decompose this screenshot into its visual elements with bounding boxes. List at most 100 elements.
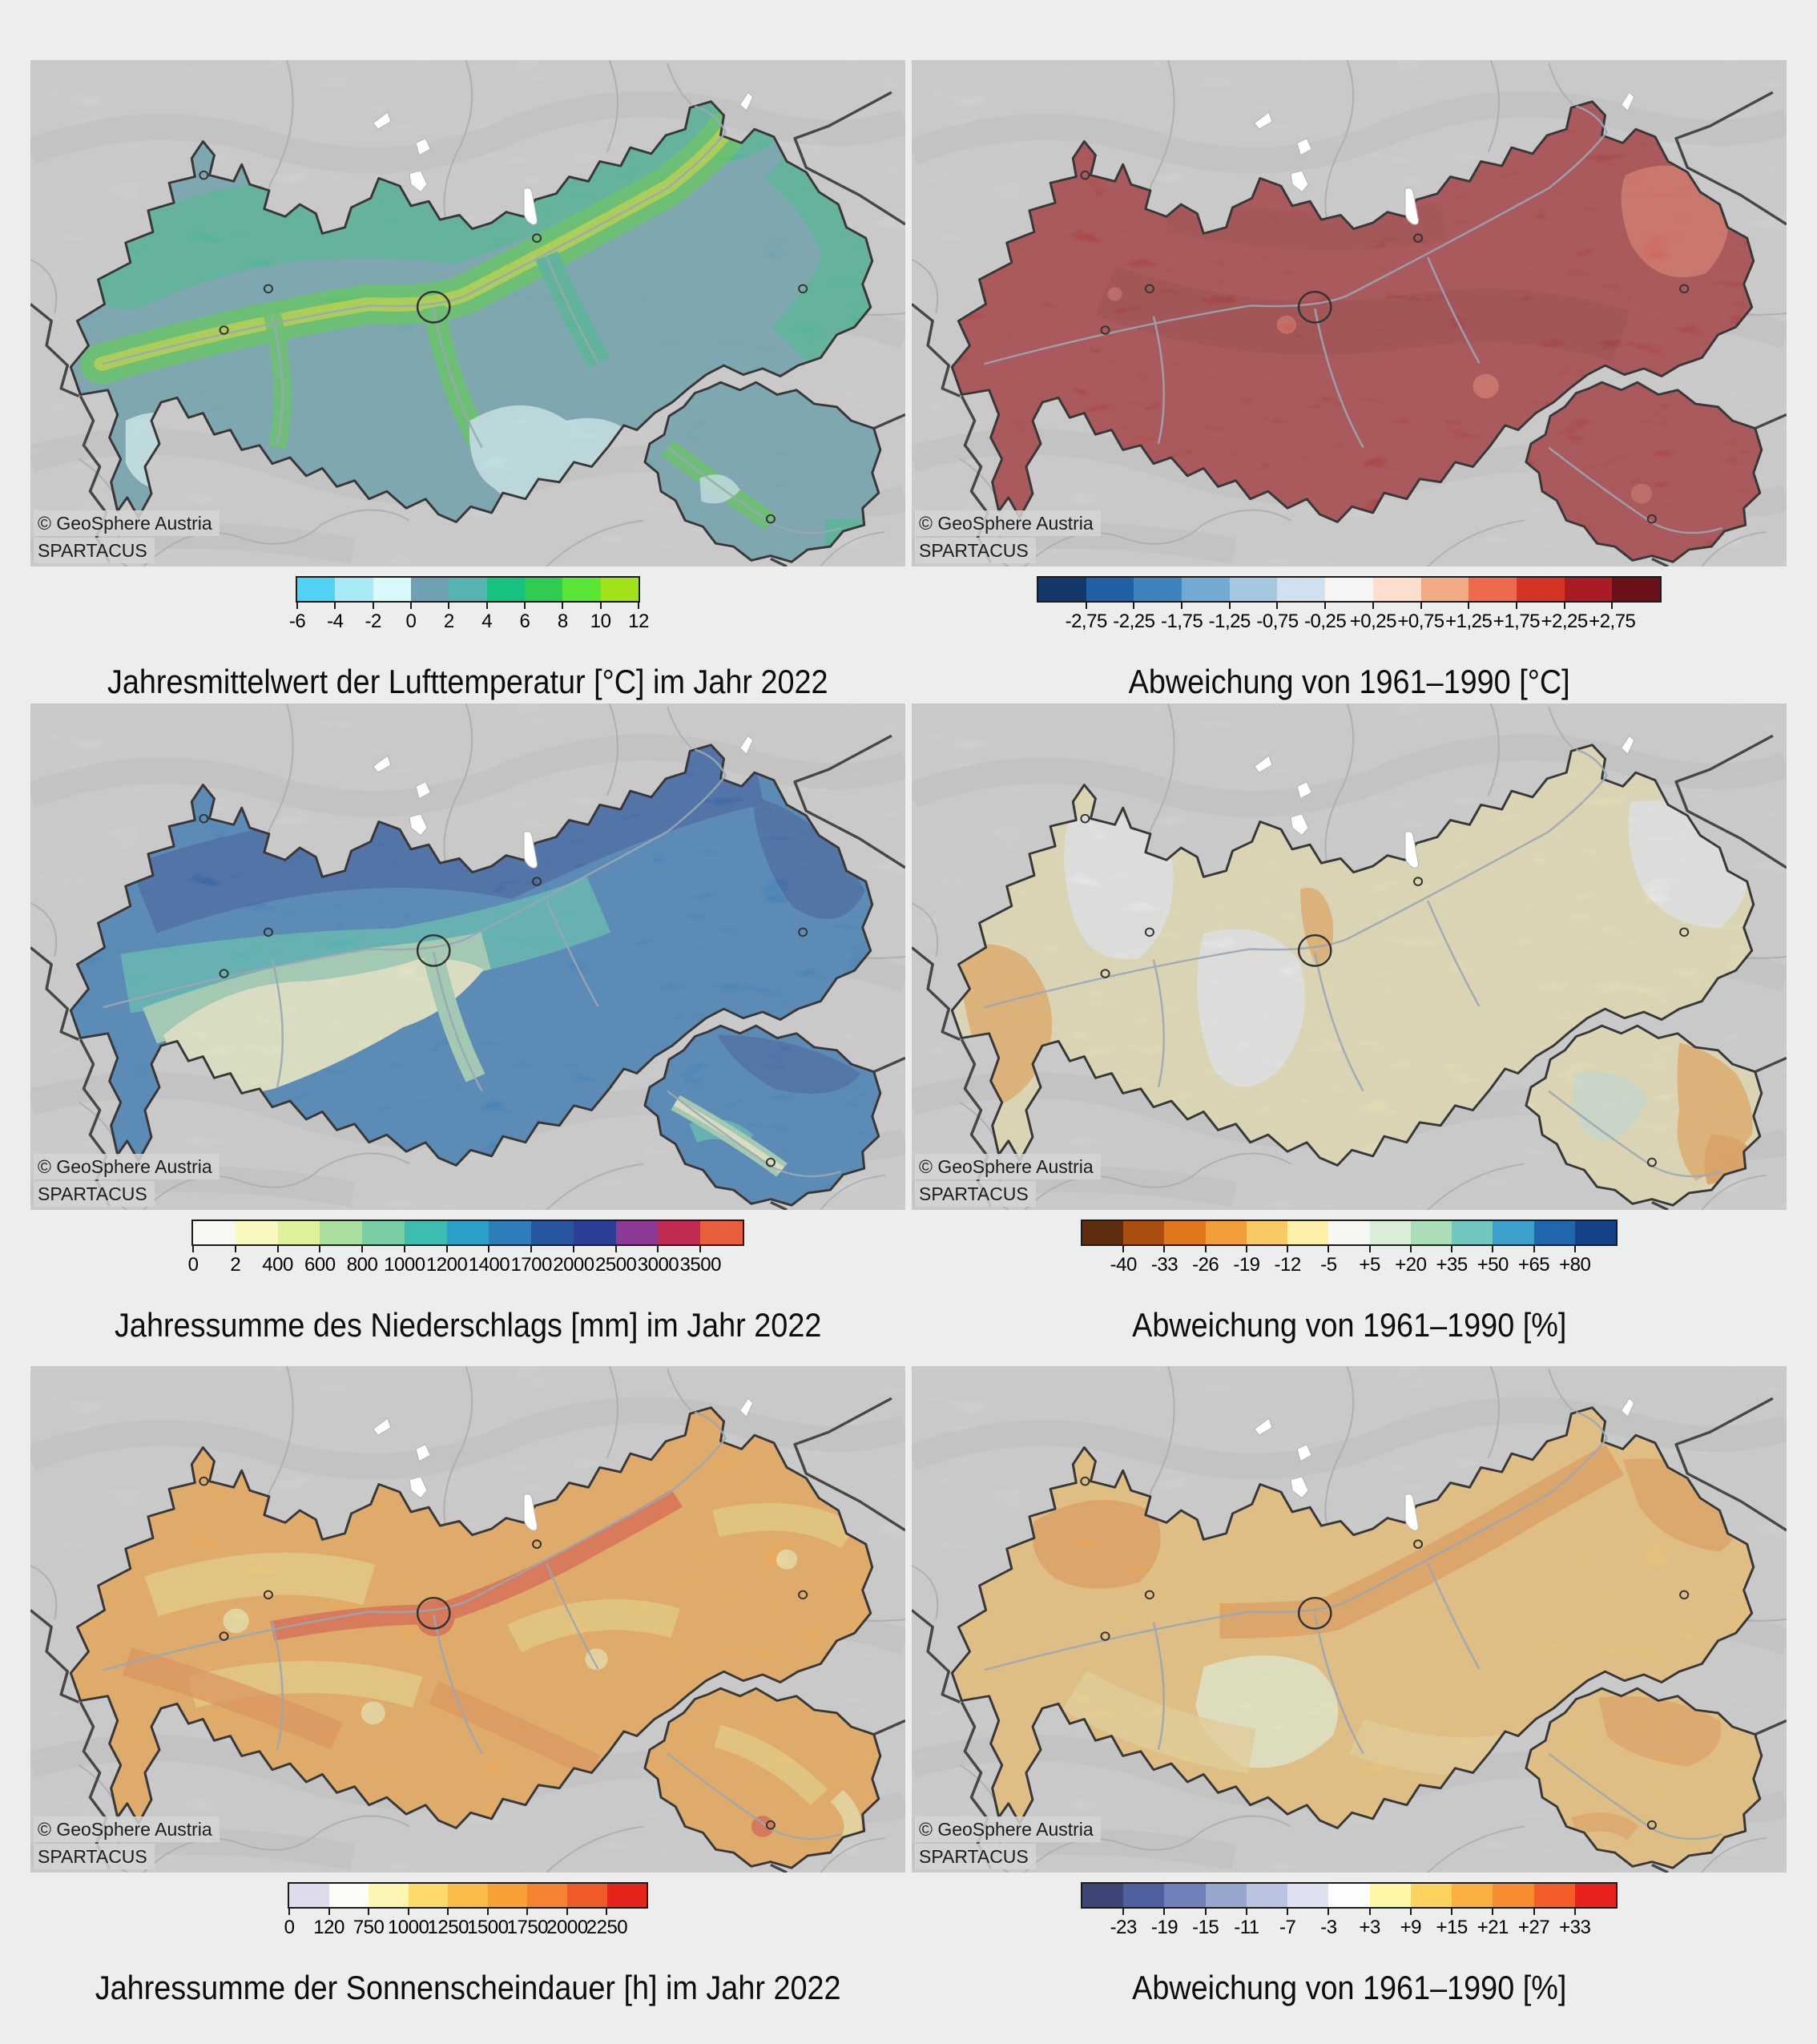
colorbar-segment (1420, 578, 1469, 601)
colorbar-segment (1574, 1221, 1617, 1244)
colorbar-scale: 0 120 750 1000 1250 1500 1750 2000 2250 (284, 1882, 648, 1938)
colorbar-tick (562, 601, 564, 609)
colorbar-tick-label: +5 (1359, 1254, 1380, 1276)
colorbar-tick-label: 1000 (387, 1917, 429, 1938)
colorbar-tick (599, 601, 602, 609)
colorbar-tick-label: 2250 (586, 1917, 628, 1938)
colorbar-tick (1324, 601, 1327, 609)
attribution: © GeoSphere Austria SPARTACUS (915, 509, 1101, 563)
colorbar-tick-label: -6 (288, 611, 306, 632)
map-svg-temperature-anomaly (912, 60, 1787, 566)
colorbar-segment (1246, 1884, 1288, 1907)
colorbar-segment (1516, 578, 1565, 601)
colorbar-tick (699, 1244, 702, 1252)
colorbar-segment (362, 1221, 405, 1244)
colorbar-tick (1122, 1907, 1125, 1915)
colorbar-segment (1533, 1884, 1575, 1907)
colorbar-scale: -40 -33 -26 -19 -12 -5 +5 +20 +35 +50 +65 +80 (1081, 1220, 1618, 1276)
colorbar-tick-label: 3500 (679, 1254, 722, 1276)
colorbar-segment (1164, 1221, 1206, 1244)
colorbar-tick (1451, 1907, 1453, 1915)
colorbar-tick-label: -2,75 (1065, 611, 1108, 632)
colorbar-tick (447, 1907, 449, 1915)
colorbar-tick-label: -0,75 (1256, 611, 1299, 632)
colorbar-tick (1204, 1244, 1207, 1252)
colorbar-tick (1573, 1907, 1576, 1915)
colorbar-tick (1611, 601, 1614, 609)
panel-precipitation-2022: © GeoSphere Austria SPARTACUS 0 2 400 600 80… (30, 704, 905, 1345)
colorbar-tick (1492, 1907, 1494, 1915)
colorbar-tick (1368, 1907, 1371, 1915)
colorbar-segment (193, 1221, 236, 1244)
colorbar-tick (1368, 1244, 1371, 1252)
colorbar-segment (328, 1884, 369, 1907)
colorbar-tick-label: +35 (1436, 1254, 1468, 1276)
colorbar-tick-label: +9 (1400, 1917, 1422, 1938)
colorbar-segment (1452, 1221, 1493, 1244)
colorbar-tick (566, 1907, 568, 1915)
colorbar-tick-label: -19 (1233, 1254, 1260, 1276)
colorbar-tick-label: 1000 (384, 1254, 425, 1276)
map-sunshine-anomaly: © GeoSphere Austria SPARTACUS (912, 1366, 1787, 1873)
colorbar-tick (1133, 601, 1135, 609)
colorbar-segment (1038, 578, 1086, 601)
attribution: © GeoSphere Austria SPARTACUS (915, 1152, 1101, 1207)
colorbar-tick (403, 1244, 405, 1252)
colorbar-tick-label: -15 (1192, 1917, 1219, 1938)
colorbar-segment (408, 1884, 449, 1907)
colorbar-tick (1573, 1244, 1576, 1252)
colorbar-tick (1515, 601, 1517, 609)
colorbar-tick (1563, 601, 1565, 609)
colorbar-tick (1245, 1244, 1247, 1252)
colorbar-tick (445, 1244, 448, 1252)
colorbar-tick (1163, 1907, 1166, 1915)
colorbar-tick-label: -3 (1320, 1917, 1337, 1938)
map-svg-precipitation (30, 704, 905, 1210)
colorbar-tick (328, 1907, 330, 1915)
colorbar-tick (1181, 601, 1183, 609)
colorbar-segment (1123, 1884, 1165, 1907)
caption-temperature-anomaly: Abweichung von 1961–1990 [°C] (1128, 663, 1570, 700)
colorbar-tick (1204, 1907, 1207, 1915)
colorbar-tick-label: 400 (262, 1254, 293, 1276)
attribution-line1: © GeoSphere Austria (915, 510, 1101, 536)
colorbar-tick-label: 1400 (468, 1254, 510, 1276)
colorbar-segment (562, 578, 601, 601)
colorbar-tick-label: +33 (1559, 1917, 1591, 1938)
colorbar-tick-label: 120 (313, 1917, 344, 1938)
colorbar-tick (1122, 1244, 1125, 1252)
attribution-line2: SPARTACUS (34, 537, 155, 563)
colorbar-tick (334, 601, 336, 609)
colorbar-segment (1410, 1221, 1452, 1244)
colorbar-scale: -6 -4 -2 0 2 4 6 8 10 12 (289, 576, 649, 632)
colorbar-tick-label: 2000 (553, 1254, 594, 1276)
colorbar-segment (1277, 578, 1326, 601)
colorbar-tick-label: 0 (187, 1254, 199, 1276)
colorbar-tick-label: -4 (327, 611, 344, 632)
colorbar-tick-label: -11 (1234, 1917, 1259, 1938)
colorbar-segment (1182, 578, 1230, 601)
colorbar-tick (1420, 601, 1422, 609)
colorbar-tick (1085, 601, 1087, 609)
colorbar-tick (1287, 1907, 1289, 1915)
colorbar-segment (1452, 1884, 1493, 1907)
colorbar-tick-label: +3 (1359, 1917, 1380, 1938)
map-svg-sunshine (30, 1366, 905, 1873)
colorbar-segment (486, 578, 525, 601)
attribution-line1: © GeoSphere Austria (34, 1153, 220, 1179)
attribution: © GeoSphere Austria SPARTACUS (34, 1152, 220, 1207)
colorbar-tick-label: -23 (1110, 1917, 1138, 1938)
colorbar-sunshine-anomaly: -23 -19 -15 -11 -7 -3 +3 +9 +15 +21 +27 +33 (912, 1879, 1787, 1948)
colorbar-tick (276, 1244, 279, 1252)
colorbar-segment (1612, 578, 1660, 601)
colorbar-tick-label: 6 (519, 611, 530, 632)
colorbar-segment (658, 1221, 701, 1244)
colorbar-sunshine: 0 120 750 1000 1250 1500 1750 2000 2250 (30, 1879, 905, 1948)
colorbar-segment (1533, 1221, 1575, 1244)
colorbar-segment (606, 1884, 647, 1907)
colorbar-tick-label: -1,75 (1160, 611, 1203, 632)
colorbar-segment (289, 1884, 329, 1907)
colorbar-segment (369, 1884, 409, 1907)
colorbar-tick-label: -2 (365, 611, 381, 632)
